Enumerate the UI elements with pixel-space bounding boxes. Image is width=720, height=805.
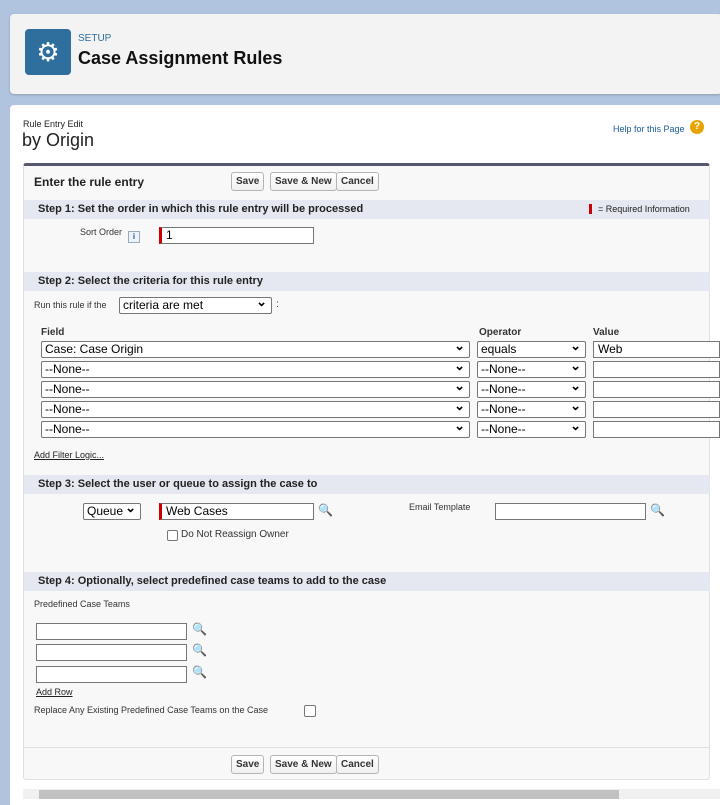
team-input[interactable] [36, 644, 187, 661]
lookup-icon[interactable]: 🔍 [192, 622, 207, 636]
assignee-type-select[interactable]: Queue [83, 500, 141, 520]
col-operator: Operator [479, 327, 522, 338]
lookup-icon[interactable]: 🔍 [192, 643, 207, 657]
run-rule-label: Run this rule if the [34, 300, 107, 310]
form-title: Enter the rule entry [34, 175, 145, 189]
add-row-link[interactable]: Add Row [36, 687, 73, 697]
cancel-button-bottom[interactable]: Cancel [336, 755, 379, 774]
lookup-icon[interactable]: 🔍 [192, 665, 207, 679]
rule-entry-form [23, 163, 710, 780]
criteria-field-select[interactable]: Case: Case Origin [41, 338, 470, 358]
step3-header: Step 3: Select the user or queue to assi… [24, 475, 710, 494]
step4-header: Step 4: Optionally, select predefined ca… [24, 572, 710, 591]
criteria-field-select[interactable]: --None-- [41, 358, 470, 378]
horizontal-scrollbar[interactable] [23, 789, 720, 799]
criteria-field-select[interactable]: --None-- [41, 398, 470, 418]
scrollbar-thumb[interactable] [39, 790, 619, 799]
col-value: Value [593, 327, 620, 338]
do-not-reassign-checkbox[interactable] [167, 530, 178, 541]
save-button[interactable]: Save [231, 172, 265, 191]
sort-order-input[interactable]: 1 [159, 227, 314, 244]
add-filter-logic-link[interactable]: Add Filter Logic... [34, 450, 105, 460]
help-link[interactable]: Help for this Page [613, 124, 685, 134]
criteria-value-input[interactable] [593, 361, 720, 378]
col-field: Field [41, 327, 65, 338]
save-new-button-bottom[interactable]: Save & New [270, 755, 337, 774]
criteria-operator-select[interactable]: --None-- [477, 398, 586, 418]
lookup-icon[interactable]: 🔍 [318, 503, 333, 517]
step2-header: Step 2: Select the criteria for this rul… [24, 272, 710, 291]
page-title: by Origin [22, 130, 95, 150]
criteria-field-select[interactable]: --None-- [41, 418, 470, 438]
colon: : [276, 299, 279, 310]
step1-header: Step 1: Set the order in which this rule… [24, 200, 710, 219]
page-subtitle: Rule Entry Edit [23, 119, 84, 129]
criteria-value-input[interactable] [593, 421, 720, 438]
team-input[interactable] [36, 623, 187, 640]
criteria-value-input[interactable] [593, 401, 720, 418]
sort-order-label: Sort Order [80, 227, 123, 237]
do-not-reassign-label: Do Not Reassign Owner [181, 529, 289, 540]
header-section: SETUP [78, 33, 112, 44]
lookup-icon[interactable]: 🔍 [650, 503, 665, 517]
divider [24, 747, 710, 748]
replace-teams-label: Replace Any Existing Predefined Case Tea… [34, 705, 268, 715]
team-input[interactable] [36, 666, 187, 683]
criteria-operator-select[interactable]: equals [477, 338, 586, 358]
criteria-operator-select[interactable]: --None-- [477, 378, 586, 398]
required-info: = Required Information [598, 204, 690, 214]
email-template-input[interactable] [495, 503, 646, 520]
email-template-label: Email Template [409, 502, 471, 512]
criteria-field-select[interactable]: --None-- [41, 378, 470, 398]
criteria-value-input[interactable] [593, 381, 720, 398]
info-icon[interactable]: i [128, 231, 140, 243]
cancel-button[interactable]: Cancel [336, 172, 379, 191]
replace-teams-checkbox[interactable] [304, 705, 316, 717]
save-new-button[interactable]: Save & New [270, 172, 337, 191]
criteria-value-input[interactable]: Web [593, 341, 720, 358]
criteria-operator-select[interactable]: --None-- [477, 358, 586, 378]
predefined-teams-label: Predefined Case Teams [34, 599, 130, 609]
criteria-operator-select[interactable]: --None-- [477, 418, 586, 438]
required-marker [589, 204, 592, 214]
header-title: Case Assignment Rules [78, 48, 283, 68]
save-button-bottom[interactable]: Save [231, 755, 265, 774]
help-icon[interactable]: ? [690, 120, 704, 134]
page-header: ⚙ SETUP Case Assignment Rules [10, 14, 720, 94]
gear-icon: ⚙ [25, 29, 71, 75]
assignee-input[interactable]: Web Cases [159, 503, 314, 520]
run-criteria-select[interactable]: criteria are met [119, 294, 272, 314]
